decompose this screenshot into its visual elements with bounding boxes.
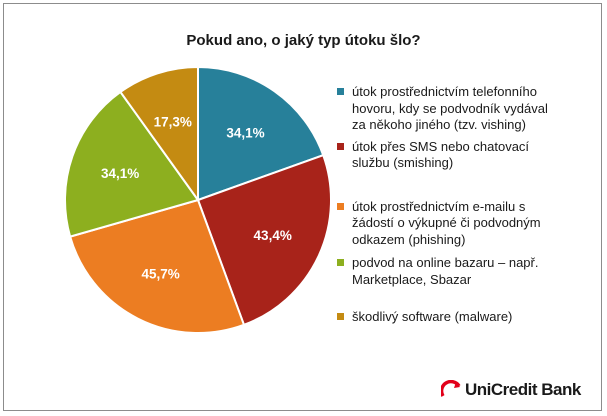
legend-text: hovoru, kdy se podvodník vydával [352,100,548,116]
legend-item-5: škodlivý software (malware) [337,309,577,326]
legend-marker [337,142,344,150]
pie-slice-label-4: 34,1% [101,166,139,181]
legend-text: útok přes SMS nebo chatovací [352,138,530,154]
chart-title: Pokud ano, o jaký typ útoku šlo? [186,32,421,49]
pie-slice-label-1: 34,1% [226,126,264,141]
pie-slice-label-3: 45,7% [142,267,180,282]
legend-text: škodlivý software (malware) [352,309,513,324]
legend-text: žádostí o výkupné či podvodným [352,215,541,230]
legend-item-2: útok přes SMS nebo chatovací službu (smis… [337,139,577,172]
unicredit-logo: UniCredit Bank [439,377,581,403]
legend-text: odkazem (phishing) [352,231,466,247]
legend-item-3: útok prostřednictvím e-mailu s žádostí o … [337,199,577,249]
legend-text: za někoho jiného (tzv. vishing) [352,117,526,132]
pie-slice-label-5: 17,3% [154,115,192,130]
legend-marker [337,313,344,320]
logo-text: UniCredit Bank [465,380,581,399]
legend-marker [337,88,344,95]
legend-text: útok prostřednictvím e-mailu s [352,198,526,214]
legend-text: službu (smishing) [352,155,454,170]
legend-marker [337,202,344,210]
pie-slice-2 [196,153,332,327]
pie-slice-5 [119,65,199,204]
unicredit-logo-icon [439,379,461,403]
legend-item-1: útok prostřednictvím telefonního hovoru, … [337,84,577,134]
legend-text: útok prostřednictvím telefonního [352,84,537,99]
pie-slice-3 [68,198,246,334]
pie-slice-1 [197,65,325,202]
legend-marker [337,259,344,266]
legend-item-4: podvod na online bazaru – např. Marketpla… [337,255,577,288]
pie-slice-4 [64,90,200,238]
legend-text: podvod na online bazaru – např. [352,255,539,270]
chart-legend: útok prostřednictvím telefonního hovoru, … [337,84,577,326]
legend-text: Marketplace, Sbazar [352,271,472,287]
pie-slice-label-2: 43,4% [254,228,292,243]
